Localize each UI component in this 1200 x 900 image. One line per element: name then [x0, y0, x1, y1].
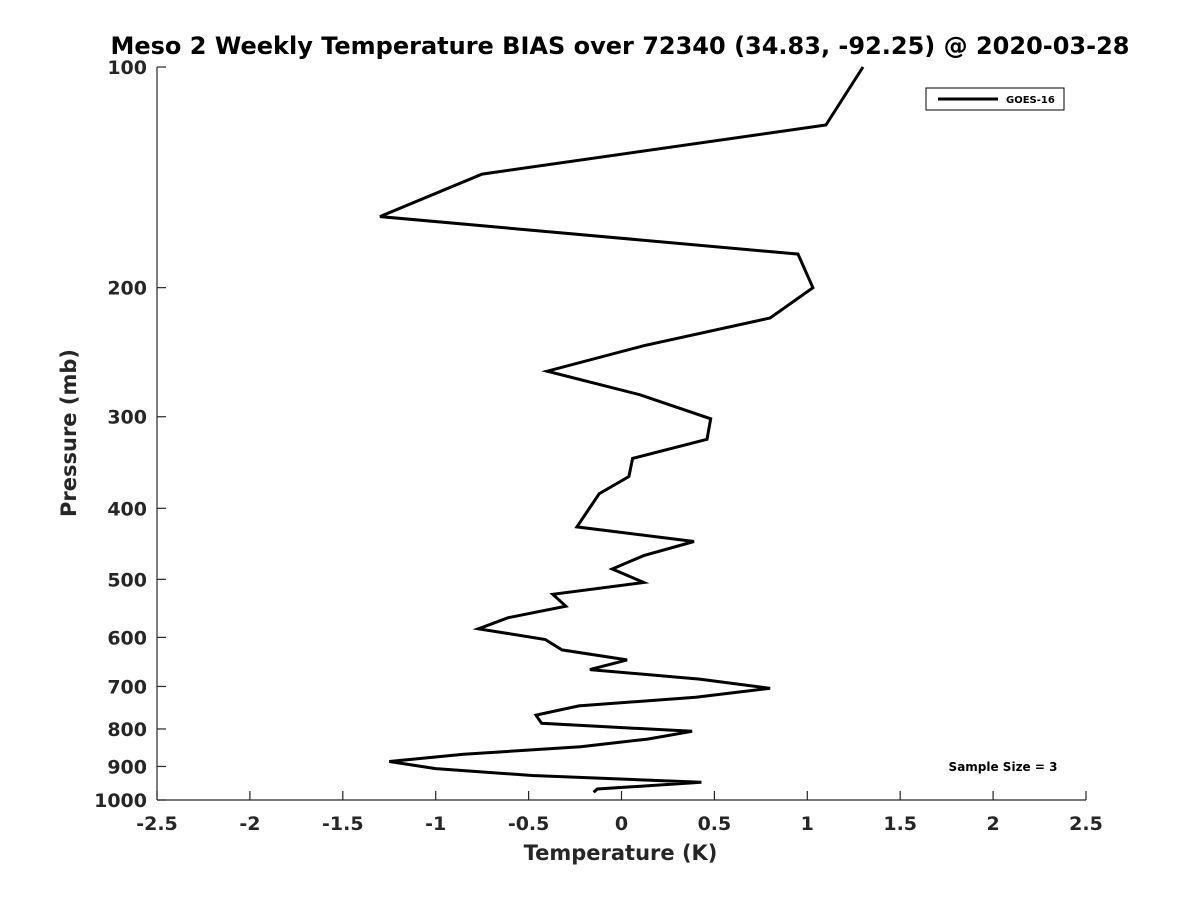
- series-layer: [379, 66, 865, 794]
- x-tick-label: 1: [801, 813, 814, 835]
- y-axis-ticks: 100 200 300 400 500 600 700 800 900 1000: [94, 57, 166, 812]
- chart-title: Meso 2 Weekly Temperature BIAS over 7234…: [110, 32, 1129, 60]
- y-tick-label: 500: [107, 569, 147, 591]
- legend: GOES-16: [925, 87, 1065, 111]
- y-tick-label: 800: [107, 719, 147, 741]
- y-tick-label: 300: [107, 407, 147, 429]
- y-tick-label: 100: [107, 57, 147, 79]
- x-tick-label: 2: [986, 813, 999, 835]
- y-tick-label: 900: [107, 756, 147, 778]
- series-line-goes-16: [379, 66, 865, 794]
- legend-label-goes-16: GOES-16: [1006, 95, 1055, 106]
- x-tick-label: 2.5: [1069, 813, 1103, 835]
- x-tick-label: 0: [615, 813, 628, 835]
- x-tick-label: -1.5: [322, 813, 364, 835]
- x-axis-ticks: -2.5 -2 -1.5 -1 -0.5 0 0.5 1 1.5 2 2.5: [136, 791, 1103, 835]
- x-axis-label: Temperature (K): [524, 841, 718, 865]
- y-tick-label: 200: [107, 278, 147, 300]
- x-tick-label: -0.5: [508, 813, 550, 835]
- x-tick-label: -2: [239, 813, 260, 835]
- x-tick-label: 1.5: [883, 813, 917, 835]
- y-tick-label: 1000: [94, 790, 147, 812]
- y-tick-label: 400: [107, 498, 147, 520]
- y-axis-label: Pressure (mb): [57, 349, 81, 517]
- sample-size-annotation: Sample Size = 3: [949, 760, 1058, 774]
- x-tick-label: -2.5: [136, 813, 178, 835]
- axes: [156, 67, 1086, 801]
- x-tick-label: -1: [425, 813, 446, 835]
- x-tick-label: 0.5: [698, 813, 732, 835]
- y-tick-label: 700: [107, 676, 147, 698]
- y-tick-label: 600: [107, 627, 147, 649]
